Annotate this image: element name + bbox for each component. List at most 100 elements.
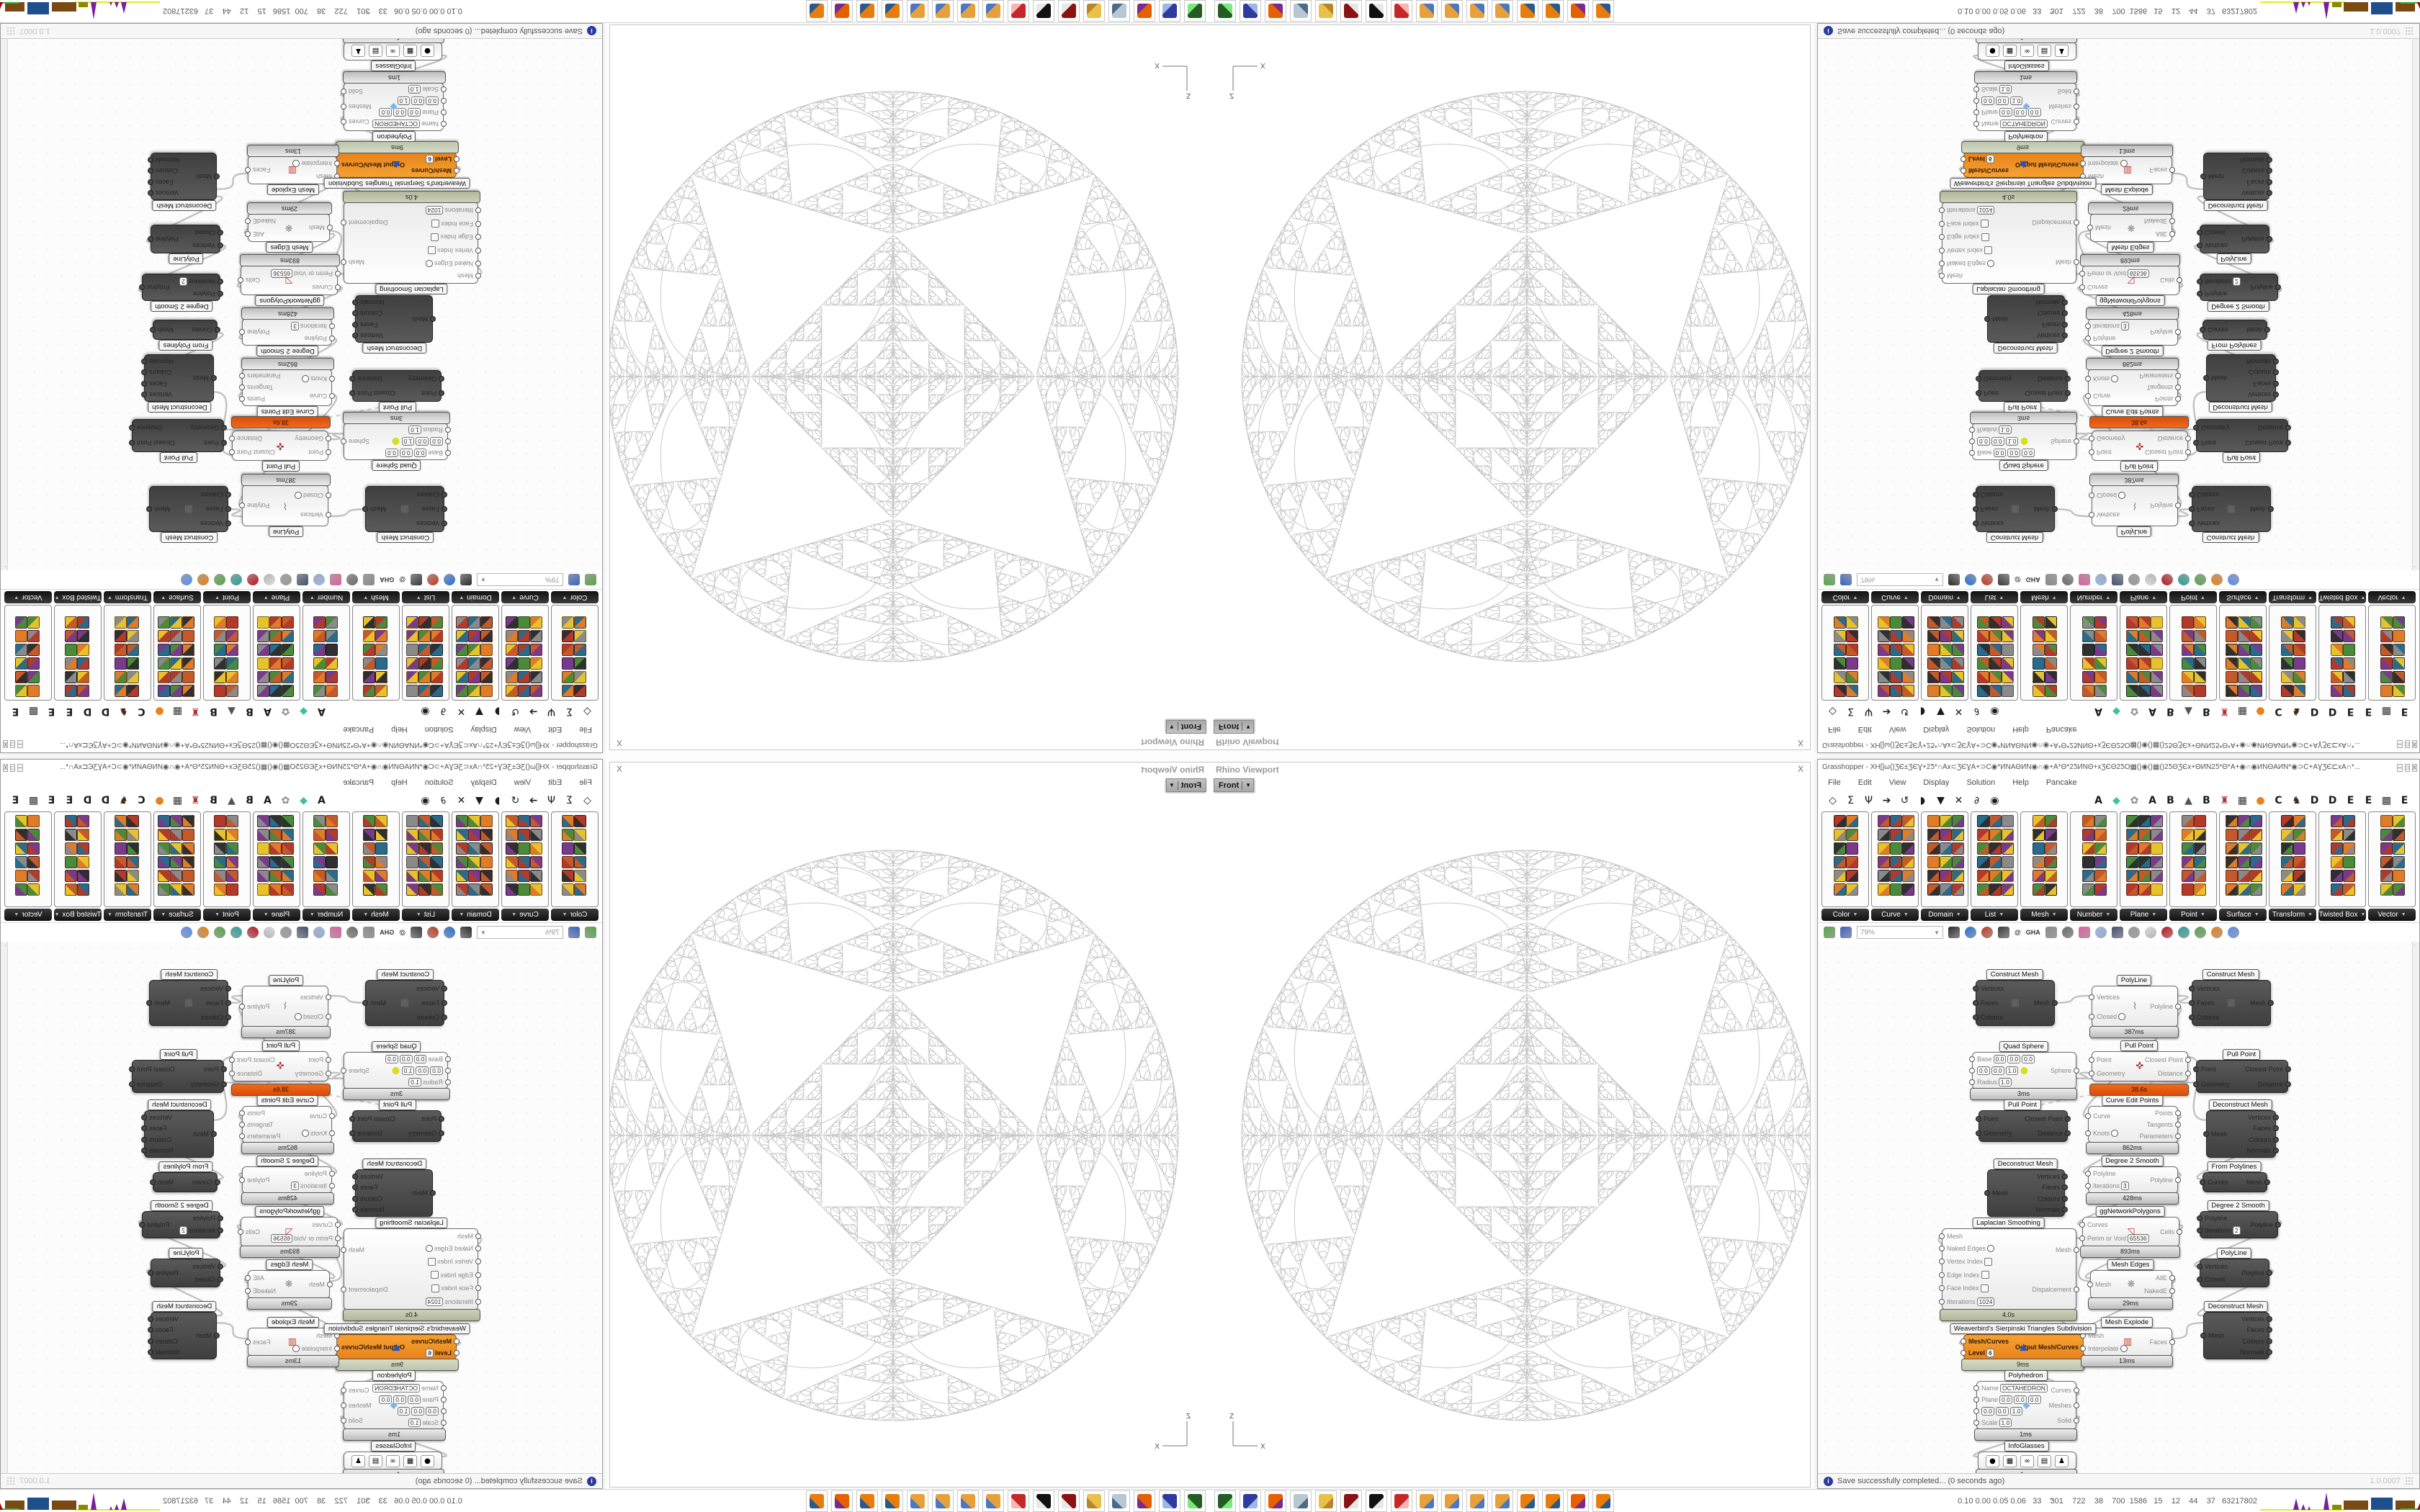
component-icon[interactable] (226, 842, 238, 855)
input-jack[interactable] (2089, 994, 2094, 1000)
input-jack[interactable] (1960, 1349, 1966, 1356)
taskbar-icon-palette[interactable] (957, 0, 979, 22)
component-icon[interactable] (27, 644, 40, 656)
component-icon[interactable] (562, 815, 574, 827)
component-icon[interactable] (326, 842, 338, 855)
component-icon[interactable] (2380, 856, 2393, 868)
input-jack[interactable] (475, 273, 481, 279)
component-icon[interactable] (530, 829, 543, 841)
component-icon[interactable] (2393, 829, 2405, 841)
output-jack[interactable] (2285, 425, 2291, 431)
component-icon[interactable] (2237, 829, 2250, 841)
input-jack[interactable] (1973, 98, 1979, 104)
category-letter-icon[interactable]: ♞ (2292, 795, 2301, 806)
taskbar-icon-firefox[interactable] (831, 1490, 853, 1512)
input-jack[interactable] (2200, 174, 2206, 179)
component-icon[interactable] (1989, 829, 2002, 841)
input-jack[interactable] (1939, 1259, 1945, 1265)
component-icon[interactable] (158, 815, 171, 827)
front-view-button[interactable]: Front ▼ (1214, 778, 1255, 792)
gh-node-polyline[interactable]: Vertices Closed Polyline ⌇ (239, 986, 331, 1027)
component-icon[interactable] (1927, 883, 1940, 896)
component-icon[interactable] (518, 657, 531, 670)
taskbar-icon-gear[interactable] (1391, 1490, 1412, 1512)
output-jack[interactable] (2285, 440, 2291, 446)
component-icon[interactable] (2138, 671, 2151, 683)
component-icon[interactable] (313, 842, 326, 855)
component-icon[interactable] (214, 815, 226, 827)
component-icon[interactable] (375, 842, 387, 855)
component-icon[interactable] (1951, 657, 1964, 670)
input-jack[interactable] (1939, 260, 1945, 266)
value-chip[interactable]: 0.0 (2007, 449, 2021, 457)
component-icon[interactable] (530, 842, 543, 855)
component-icon[interactable] (77, 685, 89, 697)
menu-item-display[interactable]: Display (1923, 725, 1950, 734)
menu-item-help[interactable]: Help (391, 725, 408, 734)
component-icon[interactable] (1889, 630, 1902, 642)
component-icon[interactable] (1927, 856, 1940, 868)
value-chip[interactable]: 0.0 (385, 449, 398, 457)
category-letter-icon[interactable]: ● (155, 706, 164, 717)
component-icon[interactable] (2249, 815, 2262, 827)
output-jack[interactable] (2074, 1402, 2079, 1408)
output-jack[interactable] (148, 156, 153, 163)
output-jack[interactable] (2062, 333, 2068, 339)
component-icon[interactable] (1939, 644, 1952, 656)
input-jack[interactable] (439, 376, 444, 382)
ribbons-icon[interactable] (2111, 927, 2123, 938)
component-icon[interactable] (406, 671, 419, 683)
component-icon[interactable] (2249, 657, 2262, 670)
category-glyph-icon[interactable]: Ψ (1864, 706, 1873, 717)
component-icon[interactable] (182, 842, 195, 855)
output-jack[interactable] (2074, 1387, 2079, 1393)
component-icon[interactable] (313, 685, 326, 697)
component-icon[interactable] (127, 870, 139, 882)
input-jack[interactable] (218, 291, 223, 297)
component-icon[interactable] (2293, 644, 2305, 656)
component-icon[interactable] (2237, 870, 2250, 882)
palette-tab-twisted-box[interactable]: Twisted Box ▼ (54, 909, 102, 921)
category-letter-icon[interactable]: E (12, 706, 19, 717)
component-icon[interactable] (2331, 685, 2343, 697)
new-file-icon[interactable] (1824, 574, 1835, 585)
component-icon[interactable] (2393, 630, 2405, 642)
category-letter-icon[interactable]: C (138, 706, 145, 717)
component-icon[interactable] (1927, 815, 1940, 827)
value-chip[interactable]: 0.0 (1995, 1407, 2009, 1416)
component-icon[interactable] (1846, 685, 1858, 697)
output-jack[interactable] (2185, 1056, 2191, 1063)
gh-node-infoglasses[interactable]: ● ▦ ∞ ▤ ♟ (1978, 42, 2076, 60)
value-chip[interactable]: 0.0 (1993, 1055, 2007, 1063)
output-jack[interactable] (141, 1136, 147, 1143)
ball-orange-icon[interactable] (197, 927, 210, 938)
component-icon[interactable] (269, 842, 282, 855)
component-icon[interactable] (1939, 685, 1952, 697)
component-icon[interactable] (2194, 630, 2206, 642)
component-icon[interactable] (326, 616, 338, 629)
component-icon[interactable] (15, 870, 27, 882)
value-chip[interactable]: 1.0 (401, 437, 415, 446)
component-icon[interactable] (2182, 630, 2194, 642)
component-icon[interactable] (2194, 685, 2206, 697)
taskbar-icon-calculator[interactable] (1290, 0, 1312, 22)
component-icon[interactable] (65, 644, 77, 656)
component-icon[interactable] (65, 815, 77, 827)
close-icon[interactable]: X (617, 738, 623, 748)
component-icon[interactable] (518, 829, 531, 841)
input-jack[interactable] (2197, 1264, 2202, 1269)
gh-node-quad-sphere[interactable]: Base 0.0 0.0 0.0 0.0 0.0 1.0 Radius 1.0 Sphere ● (1969, 1052, 2079, 1089)
component-icon[interactable] (2393, 685, 2405, 697)
menu-item-solution[interactable]: Solution (1966, 778, 1996, 787)
gh-node-pull-point[interactable]: Point Geometry Closest Point Distance (1976, 1110, 2071, 1142)
component-icon[interactable] (562, 883, 574, 896)
output-jack[interactable] (2169, 1288, 2175, 1294)
doc-icon[interactable] (2045, 574, 2057, 585)
input-jack[interactable] (225, 1014, 231, 1020)
input-jack[interactable] (1973, 506, 1978, 512)
component-icon[interactable] (1901, 657, 1914, 670)
gh-node-deconstruct-mesh[interactable]: Mesh Vertices Faces Colours Normals (2200, 1312, 2272, 1359)
output-jack[interactable] (2185, 1070, 2191, 1076)
output-jack[interactable] (2267, 1270, 2272, 1276)
component-icon[interactable] (65, 685, 77, 697)
